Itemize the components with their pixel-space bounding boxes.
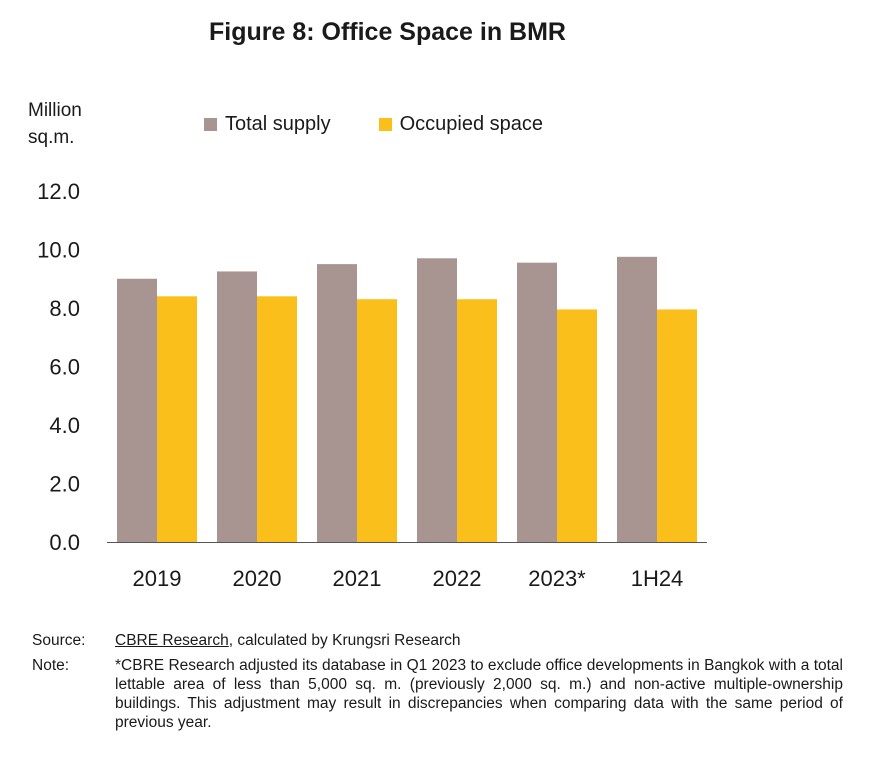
note-label: Note: <box>32 657 70 674</box>
source-label: Source: <box>32 632 86 649</box>
legend-label-total-supply: Total supply <box>225 113 331 135</box>
note: Note: *CBRE Research adjusted its databa… <box>32 656 843 756</box>
legend: Total supply Occupied space <box>204 113 591 136</box>
unit-line-2: sq.m. <box>28 127 75 148</box>
bar-total-supply <box>617 256 657 542</box>
x-tick-label: 1H24 <box>631 566 684 591</box>
note-text: *CBRE Research adjusted its database in … <box>115 657 843 731</box>
bar-chart: 0.0 2.0 4.0 6.0 8.0 10.0 12.0 2019 2020 2021 2022 2… <box>37 179 707 591</box>
chart-title: Figure 8: Office Space in BMR <box>208 18 566 46</box>
x-tick-label: 2020 <box>233 566 282 591</box>
legend-swatch-total-supply <box>204 118 217 131</box>
bar-occupied-space <box>557 309 597 542</box>
y-tick-label: 8.0 <box>49 296 80 321</box>
unit-line-1: Million <box>28 100 82 121</box>
bar-total-supply <box>517 262 557 542</box>
source-note: Source: CBRE Research, calculated by Kru… <box>32 631 843 651</box>
bar-occupied-space <box>457 299 497 542</box>
bar-occupied-space <box>657 309 697 542</box>
y-axis-unit-label: Million sq.m. <box>28 97 82 151</box>
x-tick-label: 2021 <box>333 566 382 591</box>
bar-occupied-space <box>257 296 297 542</box>
bar-occupied-space <box>357 299 397 542</box>
y-tick-label: 2.0 <box>49 472 80 497</box>
bar-total-supply <box>217 271 257 542</box>
legend-item-total-supply: Total supply <box>204 113 331 136</box>
y-tick-label: 12.0 <box>37 179 80 204</box>
x-tick-label: 2023* <box>528 566 586 591</box>
legend-swatch-occupied-space <box>378 118 392 131</box>
source-link[interactable]: CBRE Research <box>115 632 229 649</box>
y-tick-label: 10.0 <box>37 238 80 263</box>
bar-total-supply <box>417 258 457 542</box>
source-text: CBRE Research, calculated by Krungsri Re… <box>115 631 843 650</box>
bar-occupied-space <box>157 296 197 542</box>
bar-total-supply <box>317 264 357 542</box>
y-tick-label: 0.0 <box>49 530 80 555</box>
y-tick-label: 6.0 <box>49 355 80 380</box>
x-tick-label: 2022 <box>433 566 482 591</box>
y-tick-label: 4.0 <box>49 413 80 438</box>
source-rest: , calculated by Krungsri Research <box>228 632 461 649</box>
x-tick-label: 2019 <box>133 566 182 591</box>
bar-total-supply <box>117 278 157 542</box>
legend-label-occupied-space: Occupied space <box>399 113 544 135</box>
legend-item-occupied-space: Occupied space <box>378 113 544 136</box>
